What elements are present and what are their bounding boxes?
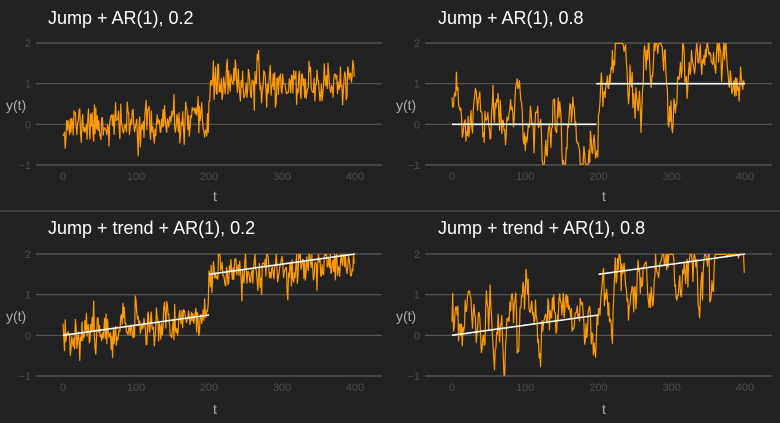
y-tick-label: 1 xyxy=(25,290,31,302)
model-line xyxy=(598,253,746,276)
series-line xyxy=(451,42,745,165)
panel-title: Jump + AR(1), 0.2 xyxy=(48,8,194,28)
x-tick-label: 400 xyxy=(346,382,364,394)
series-line xyxy=(451,253,745,376)
x-axis-label: t xyxy=(602,188,606,204)
y-tick-label: −1 xyxy=(407,371,420,383)
x-tick-label: 200 xyxy=(589,171,607,183)
panel-title: Jump + trend + AR(1), 0.2 xyxy=(48,218,255,238)
y-tick-label: −1 xyxy=(18,371,31,383)
x-tick-label: 100 xyxy=(127,171,145,183)
x-tick-label: 100 xyxy=(127,382,145,394)
x-axis-label: t xyxy=(602,401,606,417)
x-tick-label: 300 xyxy=(273,171,291,183)
y-tick-label: 0 xyxy=(414,330,420,342)
x-tick-label: 300 xyxy=(663,382,681,394)
panel-3: Jump + trend + AR(1), 0.2 y(t) t −1 0 1 2 0 1… xyxy=(6,218,382,417)
x-axis-label: t xyxy=(213,188,217,204)
y-tick-label: 1 xyxy=(414,79,420,91)
panel-1: Jump + AR(1), 0.2 y(t) t −1 0 1 2 0 100 200 300… xyxy=(6,8,382,204)
y-tick-label: 2 xyxy=(414,249,420,261)
x-tick-label: 200 xyxy=(200,171,218,183)
x-tick-label: 0 xyxy=(60,171,66,183)
y-tick-label: 0 xyxy=(25,119,31,131)
x-tick-label: 0 xyxy=(60,382,66,394)
y-tick-label: −1 xyxy=(18,160,31,172)
y-tick-label: 1 xyxy=(25,79,31,91)
y-tick-label: 1 xyxy=(414,290,420,302)
series-line xyxy=(62,49,355,157)
model-line xyxy=(208,253,356,276)
y-axis-label: y(t) xyxy=(396,308,416,324)
x-tick-label: 200 xyxy=(200,382,218,394)
y-axis-label: y(t) xyxy=(396,97,416,113)
y-axis-label: y(t) xyxy=(6,97,26,113)
y-tick-label: 2 xyxy=(25,38,31,50)
x-tick-label: 200 xyxy=(589,382,607,394)
y-axis-label: y(t) xyxy=(6,308,26,324)
panel-title: Jump + trend + AR(1), 0.8 xyxy=(438,218,645,238)
x-tick-label: 300 xyxy=(273,382,291,394)
x-tick-label: 400 xyxy=(736,171,754,183)
series-line xyxy=(62,253,355,361)
x-tick-label: 400 xyxy=(346,171,364,183)
panel-2: Jump + AR(1), 0.8 y(t) t −1 0 1 2 0 100 200 300… xyxy=(396,8,772,204)
x-tick-label: 0 xyxy=(449,382,455,394)
x-axis-label: t xyxy=(213,401,217,417)
y-tick-label: 0 xyxy=(25,330,31,342)
model-line xyxy=(451,314,599,337)
x-tick-label: 300 xyxy=(663,171,681,183)
y-tick-label: 0 xyxy=(414,119,420,131)
model-line xyxy=(62,314,210,337)
x-tick-label: 400 xyxy=(736,382,754,394)
x-tick-label: 0 xyxy=(449,171,455,183)
y-tick-label: 2 xyxy=(414,38,420,50)
panel-title: Jump + AR(1), 0.8 xyxy=(438,8,584,28)
x-tick-label: 100 xyxy=(516,171,534,183)
x-tick-label: 100 xyxy=(516,382,534,394)
y-tick-label: −1 xyxy=(407,160,420,172)
panel-4: Jump + trend + AR(1), 0.8 y(t) t −1 0 1 2 0 1… xyxy=(396,218,772,417)
y-tick-label: 2 xyxy=(25,249,31,261)
